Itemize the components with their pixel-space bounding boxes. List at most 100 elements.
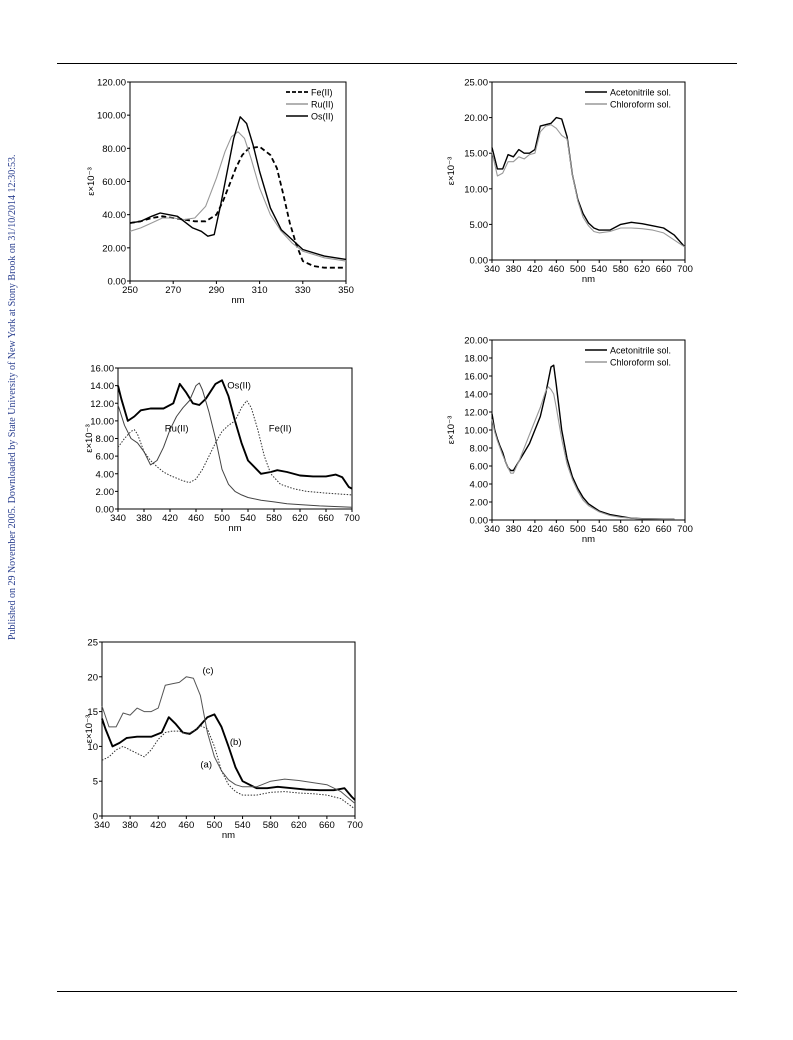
- x-axis-label: nm: [228, 523, 241, 534]
- series-line-2: [117, 400, 353, 496]
- x-tick-label: 340: [94, 820, 110, 831]
- x-tick-label: 620: [292, 513, 308, 524]
- x-tick-label: 420: [150, 820, 166, 831]
- figure-2-chart: 340 380 420 460 500 540 580 620 660 700 0.00 5.00 10…: [446, 78, 693, 286]
- y-tick-label: 2.00: [96, 487, 115, 498]
- x-axis-label: nm: [582, 274, 595, 285]
- figure-5-chart: 340 380 420 460 500 540 580 620 660 700 0 5 10 15 20 25…: [84, 638, 363, 842]
- y-tick-label: 10: [87, 742, 98, 753]
- series-line-1: [117, 382, 353, 508]
- curve-annotation: Os(II): [227, 380, 251, 391]
- y-tick-label: 0.00: [470, 256, 489, 267]
- y-tick-label: 18.00: [464, 354, 488, 365]
- series-line-0: [101, 713, 356, 801]
- series-line-0: [117, 379, 353, 490]
- y-tick-label: 16.00: [464, 372, 488, 383]
- x-tick-label: 580: [266, 513, 282, 524]
- y-tick-label: 20: [87, 672, 98, 683]
- y-tick-label: 0.00: [96, 505, 115, 516]
- legend-label: Os(II): [311, 112, 334, 122]
- series-line-1: [101, 676, 356, 804]
- x-tick-label: 380: [136, 513, 152, 524]
- curve-annotation: (b): [230, 737, 242, 748]
- x-tick-label: 620: [291, 820, 307, 831]
- y-tick-label: 25.00: [464, 78, 488, 89]
- x-tick-label: 420: [527, 524, 543, 535]
- y-tick-label: 8.00: [470, 444, 489, 455]
- y-tick-label: 12.00: [90, 399, 114, 410]
- x-tick-label: 620: [634, 264, 650, 275]
- x-tick-label: 580: [613, 264, 629, 275]
- plot-frame: [101, 641, 356, 817]
- x-tick-label: 290: [208, 285, 224, 296]
- curve-annotation: (a): [200, 759, 212, 770]
- y-tick-label: 0.00: [108, 277, 127, 288]
- series-line-os-ii: [129, 116, 347, 261]
- y-tick-label: 5: [93, 777, 98, 788]
- figure-1-chart: 250 270 290 310 330 350 0.00 20.00 40.00 60.00 80.…: [86, 78, 354, 307]
- legend-label: Acetonitrile sol.: [610, 346, 671, 356]
- series-line-fe-ii: [129, 145, 346, 269]
- y-tick-label: 14.00: [464, 390, 488, 401]
- y-axis-label: ε×10⁻³: [86, 167, 97, 196]
- curve-annotation: Fe(II): [269, 423, 292, 434]
- x-tick-label: 380: [506, 524, 522, 535]
- legend-label: Chloroform sol.: [610, 100, 671, 110]
- download-note: Published on 29 November 2005. Downloade…: [7, 154, 18, 640]
- curve-annotation: Ru(II): [165, 423, 189, 434]
- top-rule: [57, 63, 737, 64]
- x-tick-label: 700: [344, 513, 360, 524]
- y-tick-label: 20.00: [464, 336, 488, 347]
- x-tick-label: 700: [347, 820, 363, 831]
- x-tick-label: 460: [548, 524, 564, 535]
- y-tick-label: 60.00: [102, 177, 126, 188]
- series-line-acetonitrile-sol: [491, 116, 686, 248]
- y-tick-label: 20.00: [102, 243, 126, 254]
- series-line-chloroform-sol: [491, 124, 686, 248]
- x-tick-label: 580: [263, 820, 279, 831]
- y-tick-label: 0: [93, 812, 98, 823]
- figure-4-chart: 340 380 420 460 500 540 580 620 660 700 0.00 2.00 4.…: [446, 336, 693, 546]
- x-tick-label: 270: [165, 285, 181, 296]
- legend-label: Acetonitrile sol.: [610, 88, 671, 98]
- y-tick-label: 15: [87, 707, 98, 718]
- y-tick-label: 120.00: [97, 78, 126, 89]
- curve-annotation: (c): [202, 665, 213, 676]
- x-tick-label: 540: [591, 524, 607, 535]
- x-tick-label: 660: [319, 820, 335, 831]
- x-axis-label: nm: [231, 295, 244, 306]
- figure-3-chart: 340 380 420 460 500 540 580 620 660 700 0.00 2.00 4.…: [84, 364, 360, 535]
- series-line-ru-ii: [129, 131, 347, 262]
- series-line-chloroform-sol: [491, 386, 675, 520]
- x-tick-label: 250: [122, 285, 138, 296]
- series-line-2: [101, 725, 356, 810]
- x-tick-label: 660: [656, 264, 672, 275]
- series-line-acetonitrile-sol: [491, 364, 675, 520]
- x-tick-label: 330: [295, 285, 311, 296]
- bottom-rule: [57, 991, 737, 992]
- x-tick-label: 660: [318, 513, 334, 524]
- y-axis-label: ε×10⁻³: [446, 157, 457, 186]
- y-tick-label: 6.00: [96, 452, 115, 463]
- y-tick-label: 14.00: [90, 381, 114, 392]
- y-tick-label: 4.00: [96, 469, 115, 480]
- y-tick-label: 100.00: [97, 111, 126, 122]
- x-axis-label: nm: [582, 534, 595, 545]
- x-tick-label: 500: [570, 524, 586, 535]
- x-tick-label: 660: [656, 524, 672, 535]
- x-tick-label: 540: [240, 513, 256, 524]
- y-tick-label: 25: [87, 638, 98, 649]
- y-tick-label: 10.00: [464, 426, 488, 437]
- x-tick-label: 340: [484, 524, 500, 535]
- legend-label: Fe(II): [311, 88, 333, 98]
- legend-label: Chloroform sol.: [610, 358, 671, 368]
- y-axis-label: ε×10⁻³: [84, 715, 95, 744]
- y-tick-label: 2.00: [470, 498, 489, 509]
- y-tick-label: 80.00: [102, 144, 126, 155]
- y-tick-label: 10.00: [464, 184, 488, 195]
- x-tick-label: 500: [207, 820, 223, 831]
- x-tick-label: 500: [570, 264, 586, 275]
- x-tick-label: 380: [506, 264, 522, 275]
- x-tick-label: 500: [214, 513, 230, 524]
- x-tick-label: 350: [338, 285, 354, 296]
